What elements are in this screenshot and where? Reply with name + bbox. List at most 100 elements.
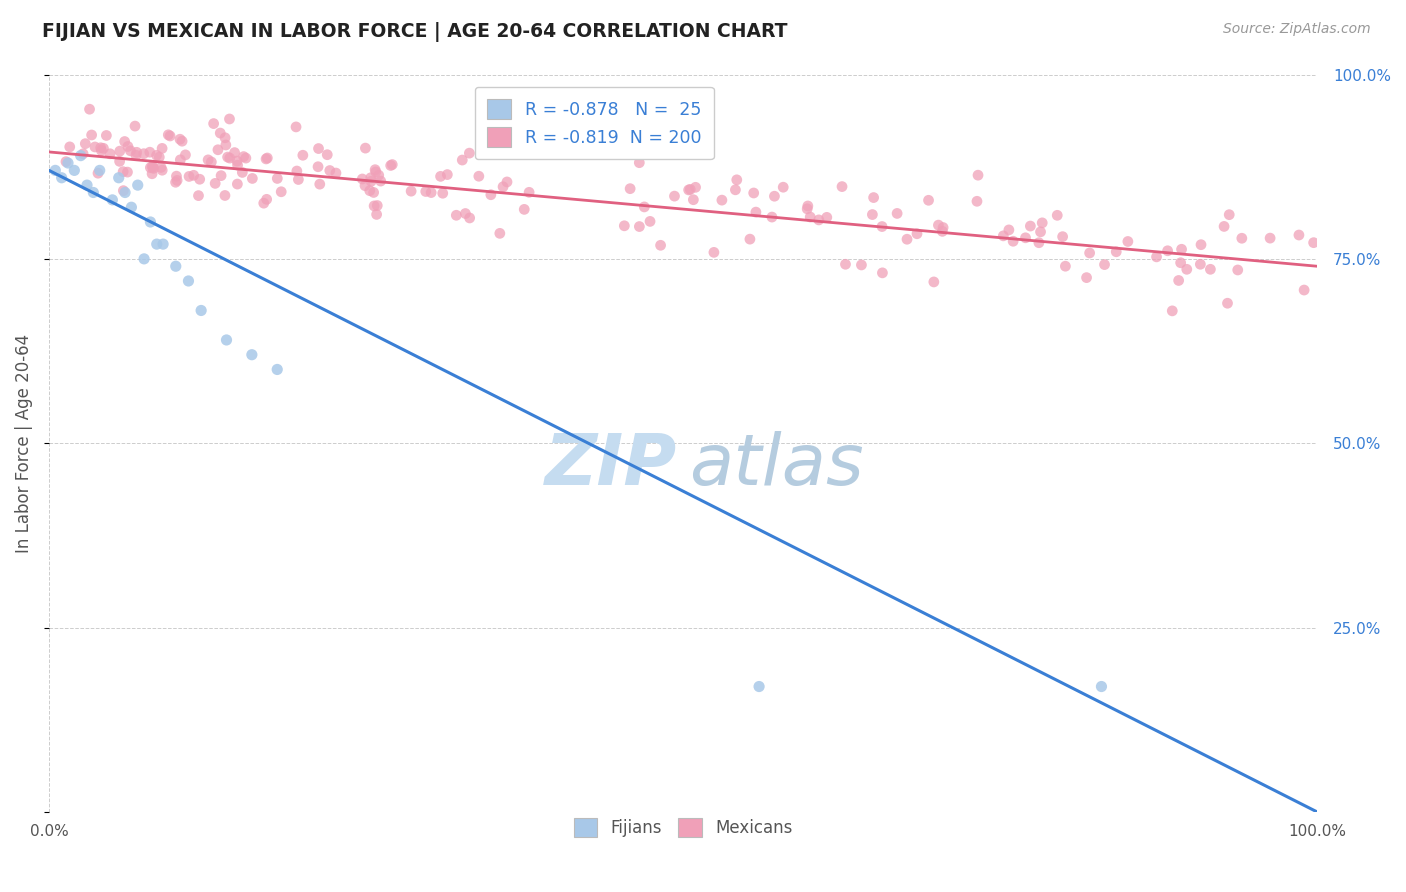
Point [285, 120, 308, 134]
Point [187, 188, 209, 202]
Point [150, 161, 173, 175]
Point [446, 208, 468, 222]
Point [308, 142, 330, 156]
Point [354, 141, 377, 155]
Point [114, 135, 136, 149]
Point [177, 169, 200, 184]
Point [638, 214, 661, 228]
Point [1258, 231, 1281, 245]
Point [59, 140, 82, 154]
Point [685, 180, 707, 194]
Point [815, 211, 838, 225]
Point [1167, 273, 1189, 287]
Point [367, 168, 389, 182]
Point [772, 180, 794, 194]
Point [679, 182, 702, 196]
Point [165, 259, 187, 273]
Point [142, 161, 165, 176]
Point [360, 170, 382, 185]
Point [381, 157, 404, 171]
Point [1054, 259, 1077, 273]
Point [1019, 219, 1042, 233]
Point [761, 210, 783, 224]
Point [226, 154, 249, 169]
Point [80, 128, 103, 142]
Point [1218, 208, 1240, 222]
Point [851, 258, 873, 272]
Point [468, 169, 491, 184]
Point [931, 224, 953, 238]
Point [927, 218, 949, 232]
Point [678, 183, 700, 197]
Point [165, 175, 187, 189]
Point [197, 153, 219, 167]
Point [1170, 256, 1192, 270]
Point [200, 155, 222, 169]
Point [217, 150, 239, 164]
Text: FIJIAN VS MEXICAN IN LABOR FORCE | AGE 20-64 CORRELATION CHART: FIJIAN VS MEXICAN IN LABOR FORCE | AGE 2… [42, 22, 787, 42]
Point [44, 163, 66, 178]
Point [141, 167, 163, 181]
Point [93, 141, 115, 155]
Point [1046, 208, 1069, 222]
Point [998, 223, 1021, 237]
Point [101, 193, 124, 207]
Point [454, 206, 477, 220]
Point [628, 219, 651, 234]
Point [1226, 263, 1249, 277]
Point [479, 187, 502, 202]
Point [89, 163, 111, 178]
Point [1170, 242, 1192, 256]
Point [215, 333, 238, 347]
Point [125, 145, 148, 160]
Point [218, 151, 240, 165]
Point [177, 274, 200, 288]
Point [993, 228, 1015, 243]
Point [370, 174, 392, 188]
Point [436, 168, 458, 182]
Point [796, 202, 818, 216]
Point [359, 184, 381, 198]
Point [218, 112, 240, 126]
Point [56, 156, 79, 170]
Point [145, 237, 167, 252]
Point [896, 232, 918, 246]
Point [174, 148, 197, 162]
Point [967, 168, 990, 182]
Point [291, 148, 314, 162]
Point [966, 194, 988, 209]
Point [354, 178, 377, 193]
Point [703, 245, 725, 260]
Point [84, 140, 107, 154]
Text: atlas: atlas [689, 431, 863, 500]
Point [451, 153, 474, 167]
Point [215, 138, 238, 153]
Point [148, 150, 170, 164]
Point [363, 186, 385, 200]
Point [107, 170, 129, 185]
Point [98, 146, 121, 161]
Point [96, 128, 118, 143]
Point [157, 128, 180, 142]
Point [226, 177, 249, 191]
Point [125, 148, 148, 162]
Point [256, 151, 278, 165]
Point [132, 146, 155, 161]
Point [207, 143, 229, 157]
Point [231, 165, 253, 179]
Point [1002, 234, 1025, 248]
Point [1288, 227, 1310, 242]
Point [142, 160, 165, 174]
Point [862, 190, 884, 204]
Point [112, 164, 135, 178]
Point [1175, 262, 1198, 277]
Point [307, 160, 329, 174]
Point [724, 183, 747, 197]
Point [1213, 219, 1236, 234]
Point [664, 189, 686, 203]
Point [496, 175, 519, 189]
Point [240, 348, 263, 362]
Point [1031, 216, 1053, 230]
Point [325, 166, 347, 180]
Point [1076, 270, 1098, 285]
